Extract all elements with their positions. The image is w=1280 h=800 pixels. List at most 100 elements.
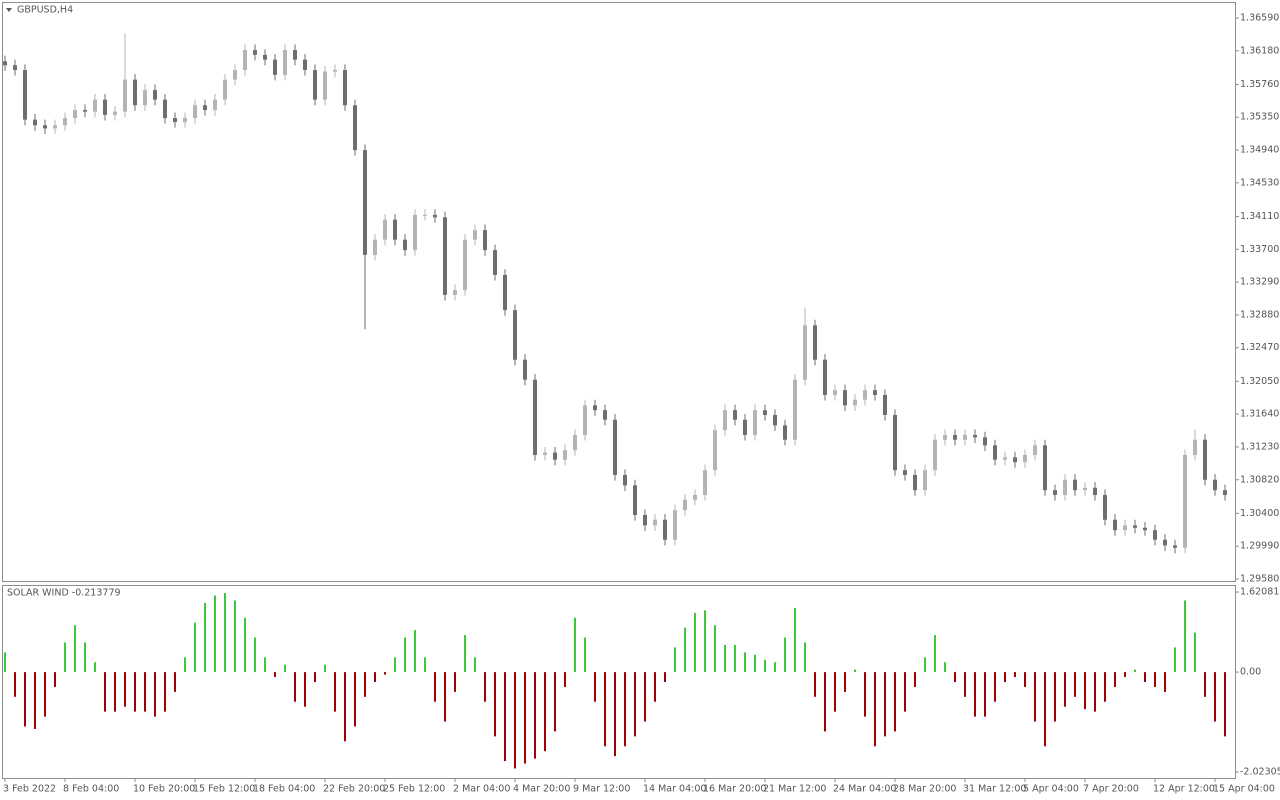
candle-body: [293, 50, 297, 60]
candle-body: [243, 50, 247, 71]
candle-body: [733, 410, 737, 420]
x-tick-label: 7 Apr 20:00: [1083, 784, 1139, 795]
x-tick-label: 16 Mar 20:00: [703, 784, 766, 795]
candle-body: [93, 99, 97, 112]
candle-body: [503, 274, 507, 311]
candle-body: [43, 125, 47, 129]
candle-body: [923, 470, 927, 491]
candle-body: [203, 105, 207, 111]
candle-body: [753, 410, 757, 435]
candle-body: [273, 59, 277, 75]
y-tick-label: 1.32880: [1240, 309, 1279, 320]
candle-body: [333, 70, 337, 72]
y-tick-label: 1.32050: [1240, 376, 1279, 387]
x-tick-label: 28 Mar 20:00: [893, 784, 956, 795]
candle-body: [453, 290, 457, 295]
x-tick-label: 21 Mar 12:00: [763, 784, 826, 795]
candle-body: [983, 437, 987, 446]
candle-body: [1073, 479, 1077, 491]
candle-body: [423, 214, 427, 216]
candle-body: [943, 434, 947, 440]
candle-body: [183, 118, 187, 123]
menu-arrow[interactable]: [6, 8, 12, 12]
y-tick-label: 1.30400: [1240, 508, 1279, 519]
candle-body: [723, 410, 727, 431]
candle-body: [1063, 479, 1067, 495]
candle-body: [283, 50, 287, 75]
y-tick-label: 1.33700: [1240, 244, 1279, 255]
candle-body: [533, 379, 537, 455]
candle-body: [233, 70, 237, 80]
candle-body: [803, 325, 807, 380]
candle-body: [843, 390, 847, 406]
candle-body: [663, 519, 667, 540]
x-tick-label: 15 Apr 04:00: [1213, 784, 1275, 795]
candle-body: [3, 61, 7, 66]
candle-body: [673, 510, 677, 540]
candle-body: [993, 445, 997, 460]
candle-body: [13, 65, 17, 71]
candle-body: [1023, 454, 1027, 463]
candle-body: [1223, 490, 1227, 495]
candle-body: [473, 230, 477, 240]
candle-body: [433, 214, 437, 218]
candle-body: [883, 394, 887, 415]
x-tick-label: 2 Mar 04:00: [453, 784, 510, 795]
candle-body: [973, 434, 977, 438]
candle-body: [713, 430, 717, 471]
candle-body: [603, 410, 607, 420]
candle-body: [33, 119, 37, 126]
x-tick-label: 18 Feb 04:00: [253, 784, 315, 795]
y-tick-label: 1.31640: [1240, 409, 1279, 420]
y-tick-label: 1.32470: [1240, 342, 1279, 353]
candle-body: [303, 59, 307, 71]
candle-body: [513, 310, 517, 360]
candle-body: [353, 105, 357, 151]
candle-body: [463, 239, 467, 291]
indicator-title: SOLAR WIND -0.213779: [7, 588, 121, 599]
candle-body: [1003, 457, 1007, 460]
indicator-panel: [2, 585, 1236, 779]
x-tick-label: 24 Mar 04:00: [833, 784, 896, 795]
candle-body: [393, 219, 397, 240]
candle-body: [613, 419, 617, 475]
y-tick-label: 1.36590: [1240, 13, 1279, 24]
candle-body: [1163, 539, 1167, 546]
candle-body: [573, 434, 577, 451]
candle-body: [903, 470, 907, 475]
candle-body: [313, 70, 317, 100]
candle-body: [1093, 487, 1097, 495]
candle-body: [343, 70, 347, 106]
candle-body: [893, 414, 897, 471]
candle-body: [163, 99, 167, 119]
candle-body: [543, 452, 547, 455]
y-tick-label: 1.29990: [1240, 541, 1279, 552]
y-tick-label: 1.34530: [1240, 177, 1279, 188]
candle-body: [403, 239, 407, 251]
candle-body: [143, 90, 147, 106]
candle-body: [853, 399, 857, 406]
y-tick-label: 1.36180: [1240, 45, 1279, 56]
candle-body: [263, 54, 267, 60]
candle-body: [73, 110, 77, 119]
candle-body: [383, 219, 387, 240]
candle-body: [1133, 525, 1137, 528]
candle-body: [873, 390, 877, 395]
candle-body: [83, 110, 87, 112]
y-tick-label: 1.33290: [1240, 277, 1279, 288]
x-tick-label: 31 Mar 12:00: [963, 784, 1026, 795]
candle-body: [583, 405, 587, 435]
x-tick-label: 14 Mar 04:00: [643, 784, 706, 795]
candle-body: [223, 79, 227, 100]
candle-body: [443, 217, 447, 295]
candle-body: [1053, 490, 1057, 495]
y-tick-label: 1.34940: [1240, 145, 1279, 156]
candle-body: [123, 79, 127, 112]
candle-body: [103, 99, 107, 115]
x-tick-label: 4 Mar 20:00: [513, 784, 570, 795]
candle-body: [1033, 445, 1037, 455]
candle-body: [1203, 439, 1207, 480]
y-tick-label: 1.35760: [1240, 79, 1279, 90]
x-tick-label: 15 Feb 12:00: [193, 784, 255, 795]
